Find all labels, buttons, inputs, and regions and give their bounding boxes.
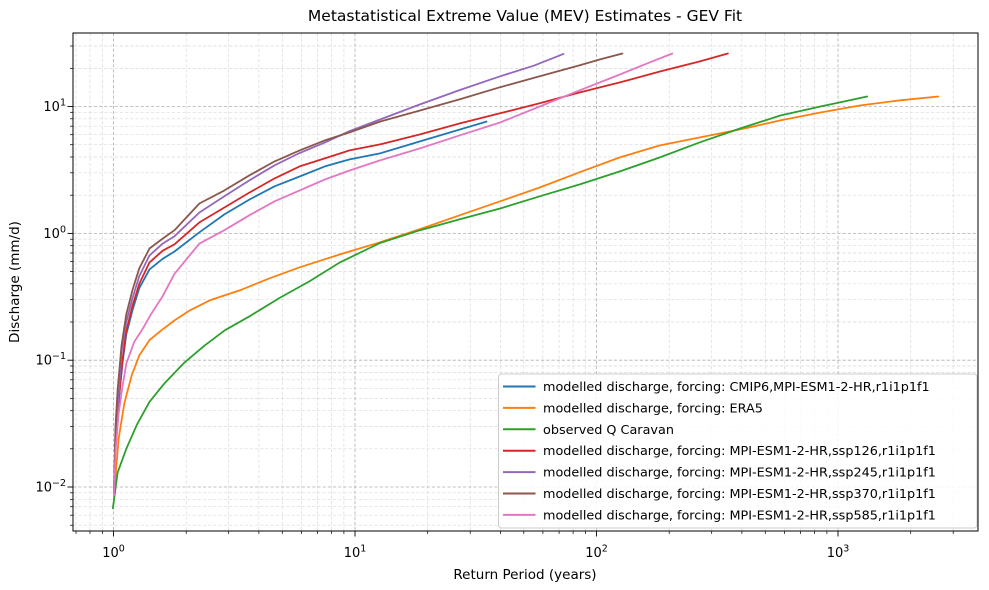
- legend-box: [498, 373, 978, 529]
- legend-item: observed Q Caravan: [503, 423, 674, 438]
- legend-label: modelled discharge, forcing: MPI-ESM1-2-…: [543, 466, 936, 481]
- legend-item: modelled discharge, forcing: CMIP6,MPI-E…: [503, 380, 930, 395]
- series-cmip6-hist: [113, 120, 488, 494]
- y-tick-label: 10−2: [35, 478, 66, 496]
- legend-item: modelled discharge, forcing: MPI-ESM1-2-…: [503, 508, 936, 523]
- legend-label: observed Q Caravan: [543, 423, 674, 438]
- legend-item: modelled discharge, forcing: ERA5: [503, 401, 763, 416]
- series-observed-caravan: [112, 95, 868, 510]
- axis-ticks: [67, 45, 954, 537]
- legend-item: modelled discharge, forcing: MPI-ESM1-2-…: [503, 487, 936, 502]
- x-tick-label: 101: [344, 544, 367, 562]
- x-tick-label: 102: [585, 544, 608, 562]
- x-tick-labels: 100 101 102 103: [102, 544, 849, 562]
- y-tick-labels: 101 100 10−1 10−2: [35, 98, 66, 496]
- legend-label: modelled discharge, forcing: MPI-ESM1-2-…: [543, 487, 936, 502]
- y-tick-label: 100: [43, 224, 66, 242]
- legend: modelled discharge, forcing: CMIP6,MPI-E…: [498, 373, 978, 529]
- legend-label: modelled discharge, forcing: CMIP6,MPI-E…: [543, 380, 930, 395]
- legend-label: modelled discharge, forcing: MPI-ESM1-2-…: [543, 444, 936, 459]
- chart-title: Metastatistical Extreme Value (MEV) Esti…: [308, 7, 742, 25]
- series-ssp370: [113, 52, 624, 494]
- y-axis-label: Discharge (mm/d): [7, 221, 23, 343]
- series-ssp245: [113, 53, 565, 494]
- y-tick-label: 10−1: [35, 351, 66, 369]
- x-tick-label: 103: [827, 544, 850, 562]
- y-tick-label: 101: [43, 98, 66, 116]
- minor-gridlines: [73, 33, 978, 531]
- legend-item: modelled discharge, forcing: MPI-ESM1-2-…: [503, 466, 936, 481]
- x-axis-label: Return Period (years): [453, 567, 596, 583]
- legend-label: modelled discharge, forcing: ERA5: [543, 401, 763, 416]
- series-lines: [112, 52, 940, 510]
- legend-label: modelled discharge, forcing: MPI-ESM1-2-…: [543, 508, 936, 523]
- x-tick-label: 100: [102, 544, 125, 562]
- series-ssp585: [113, 52, 674, 497]
- plot-border: [72, 32, 979, 532]
- legend-item: modelled discharge, forcing: MPI-ESM1-2-…: [503, 444, 936, 459]
